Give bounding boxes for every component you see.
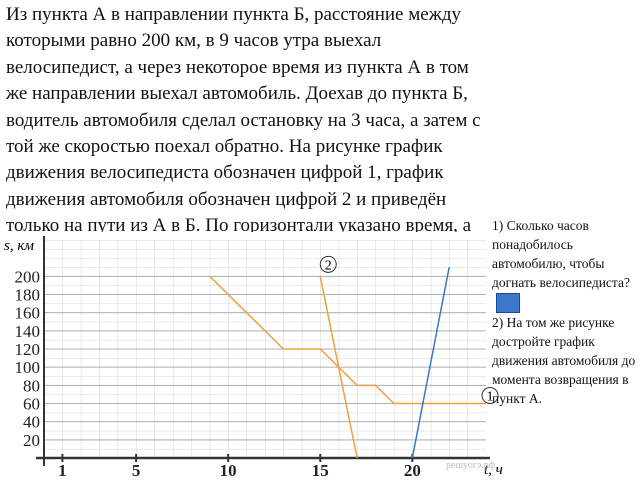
y-tick-label: 140: [15, 322, 41, 341]
y-tick-label: 200: [15, 267, 41, 286]
questions: 1) Сколько часов понадобилось автомобилю…: [492, 216, 638, 408]
x-tick-label: 1: [58, 461, 67, 480]
series-line: [319, 276, 358, 459]
question-text: 1) Сколько часов понадобилось автомобилю…: [492, 218, 630, 290]
x-tick-label: 5: [132, 461, 141, 480]
series-label: 2: [325, 258, 332, 273]
x-tick-label: 10: [220, 461, 237, 480]
y-axis-label: s, км: [4, 238, 34, 254]
series-label: 1: [487, 390, 494, 405]
y-tick-label: 80: [23, 376, 40, 395]
x-tick-label: 15: [312, 461, 329, 480]
y-tick-label: 20: [23, 431, 40, 450]
y-tick-label: 120: [15, 340, 41, 359]
x-tick-label: 20: [404, 461, 421, 480]
problem-text: Из пункта А в направлении пункта Б, расс…: [6, 4, 481, 232]
y-tick-label: 60: [23, 395, 40, 414]
series-line: [209, 275, 486, 405]
watermark: решуогэ.рф: [446, 460, 496, 471]
question: 2) На том же рисунке достройте график дв…: [492, 314, 636, 406]
plot-white-backdrop: [0, 232, 44, 480]
series-label-circle: [319, 255, 337, 273]
y-tick-label: 180: [15, 286, 41, 305]
x-axis-label: t, ч: [484, 462, 503, 478]
question: 1) Сколько часов понадобилось автомобилю…: [492, 216, 638, 313]
series-label-circle: [481, 387, 499, 404]
y-tick-label: 40: [23, 413, 40, 432]
blue-square: [496, 292, 520, 313]
series-line: [411, 267, 450, 459]
y-tick-label: 160: [15, 304, 41, 323]
y-tick-label: 100: [15, 358, 41, 377]
